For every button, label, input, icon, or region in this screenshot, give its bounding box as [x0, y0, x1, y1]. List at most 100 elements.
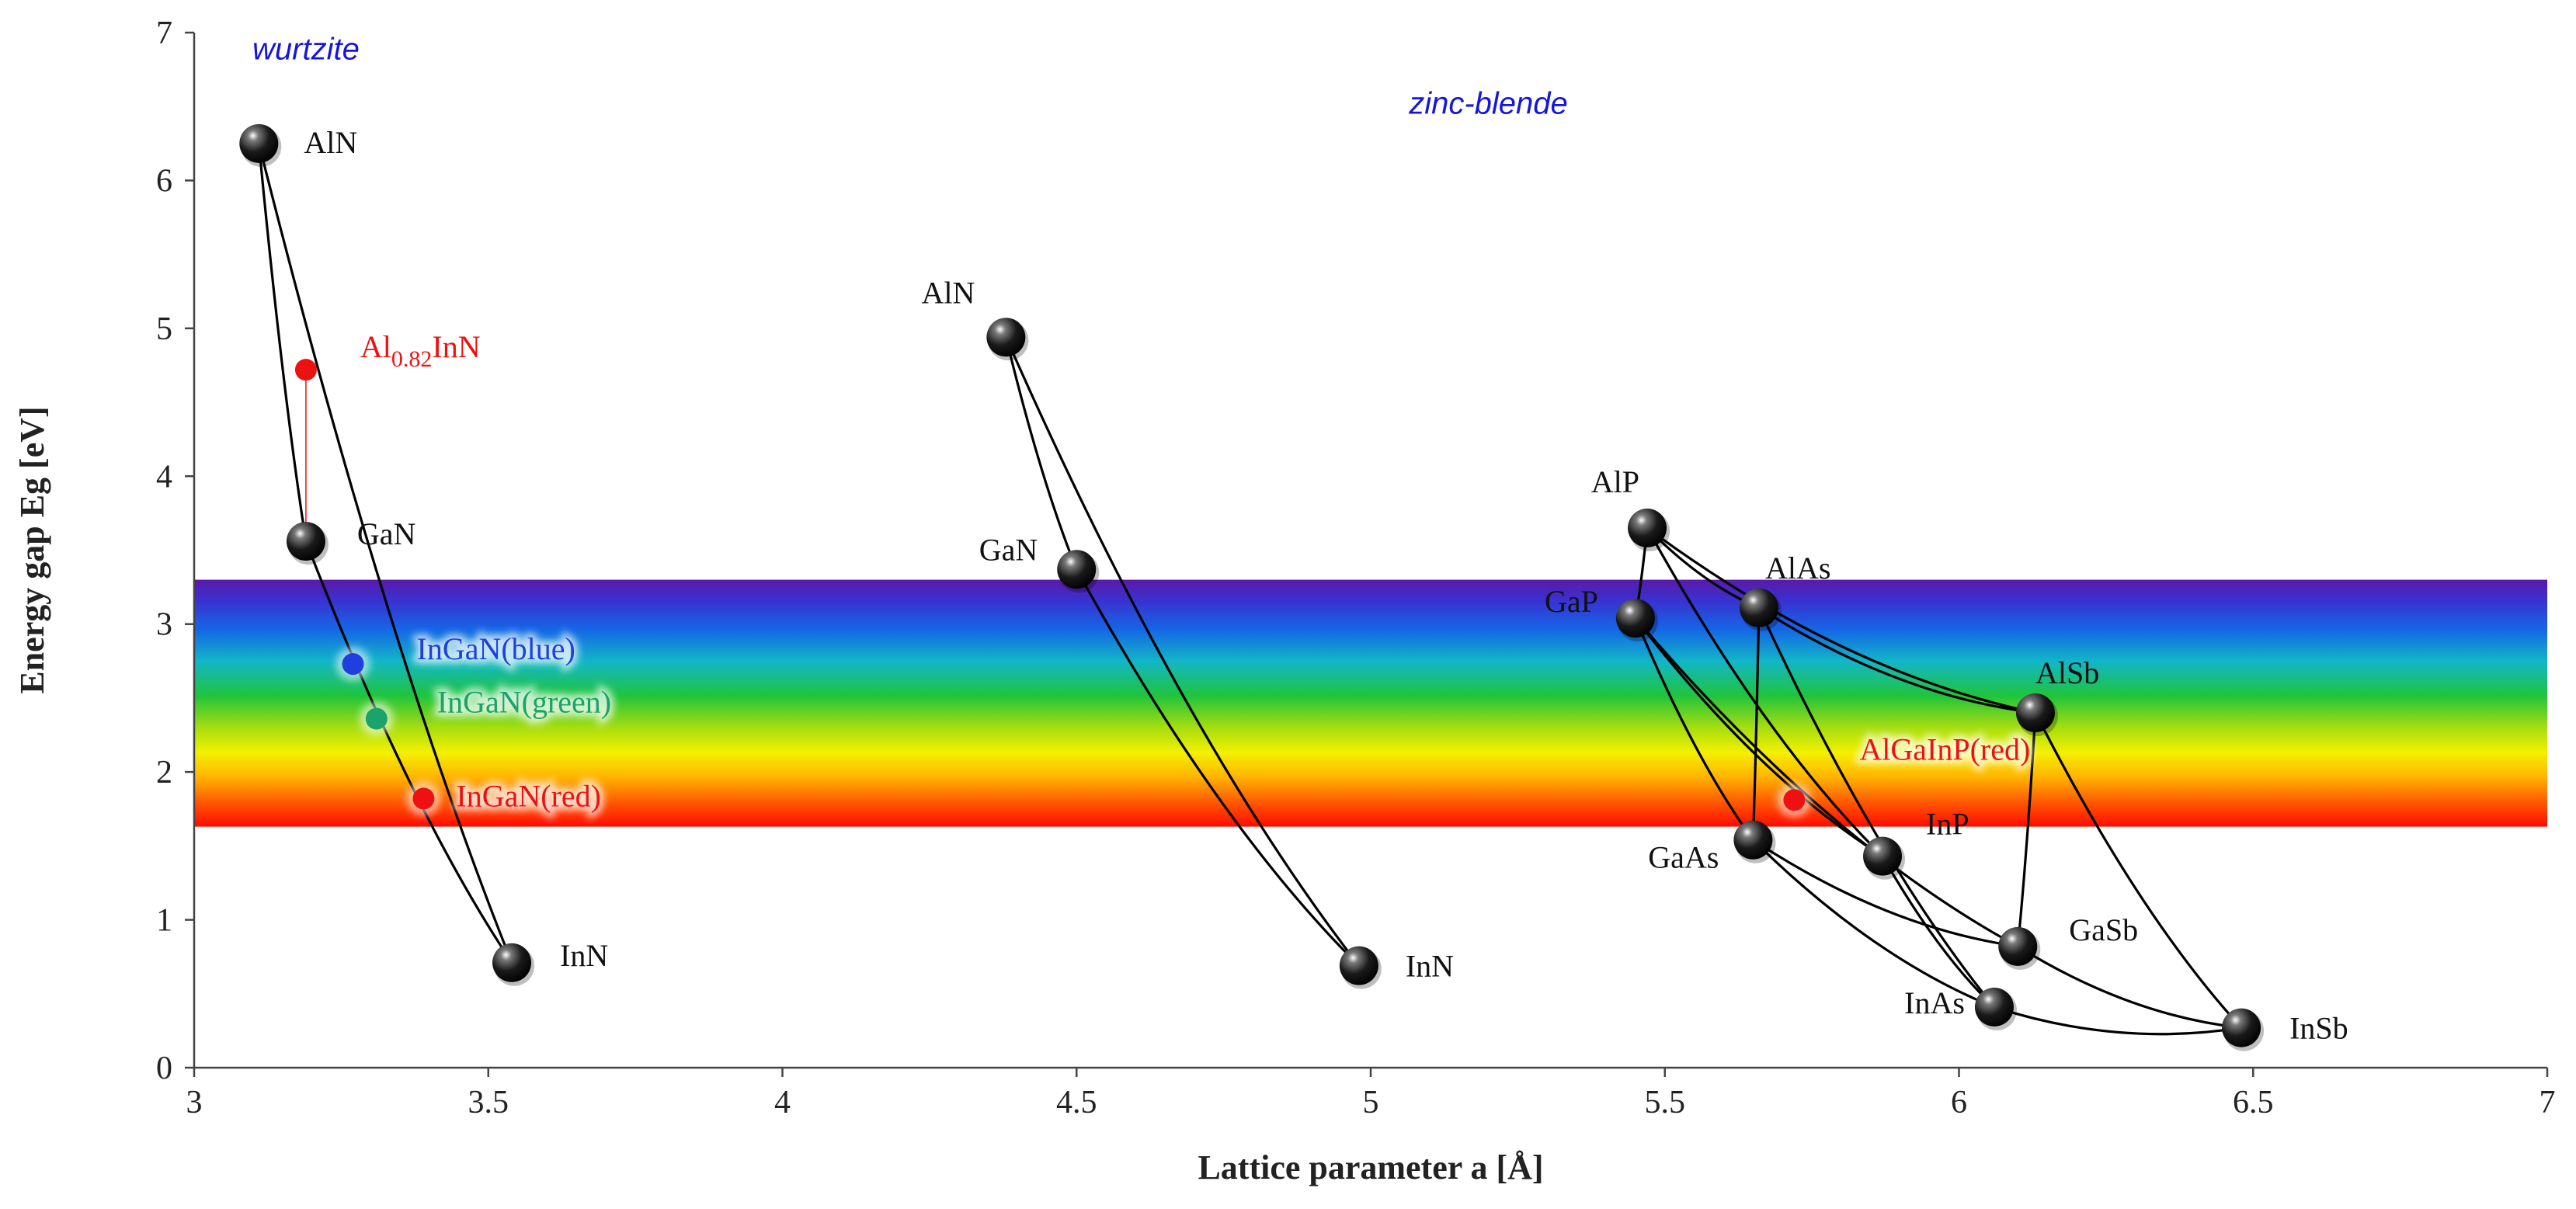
x-tick-label: 4 [774, 1085, 791, 1120]
x-tick-label: 6.5 [2233, 1085, 2274, 1120]
point-marker [1783, 789, 1806, 811]
compound-label: AlSb [2035, 655, 2099, 690]
point-marker [1733, 820, 1773, 860]
alloy-label-suffix: InN [432, 329, 480, 364]
point-marker [294, 359, 317, 381]
y-tick-label: 5 [156, 311, 172, 347]
point-marker [239, 123, 279, 163]
alloy-label-halo: AlGaInP(red) [1859, 731, 2030, 766]
visible-spectrum-band [194, 579, 2547, 827]
compound-label: GaSb [2069, 912, 2138, 947]
alloy-point: Al0.82InN [294, 329, 481, 381]
x-tick-label: 6 [1951, 1085, 1967, 1120]
y-tick-labels: 0 1 2 3 4 5 6 7 [156, 16, 172, 1086]
bowing-curve [1634, 617, 1754, 841]
compound-point: AlAs [1739, 551, 1830, 631]
bowing-curve [257, 143, 308, 542]
alloy-point: AlGaInP(red)AlGaInP(red) [1777, 728, 2034, 818]
alloy-label-subscript: 0.82 [391, 346, 433, 372]
alloy-label: InGaN(red) [456, 778, 601, 813]
alloy-label-halo: InGaN(green) [437, 685, 611, 720]
compound-point: InSb [2222, 1008, 2348, 1051]
compound-points: AlN GaN InN AlN GaN InN AlP GaP AlAs AlSb GaAs InP G… [239, 123, 2348, 1051]
bowing-curve [1751, 607, 1761, 840]
y-tick-label: 4 [156, 459, 172, 495]
point-marker [1739, 588, 1778, 627]
compound-point: InN [492, 938, 608, 986]
bowing-curve [1634, 617, 1883, 858]
structure-label: wurtzite [252, 32, 360, 66]
bowing-curve [1757, 607, 1996, 1008]
bowing-curve [1646, 527, 1884, 857]
compound-point: GaSb [1998, 912, 2138, 970]
x-tick-label: 3.5 [468, 1085, 509, 1120]
alloy-point: InGaN(blue)InGaN(blue) [335, 627, 579, 682]
compound-label: InAs [1904, 985, 1965, 1020]
y-tick-label: 0 [156, 1051, 172, 1086]
compound-label: AlN [304, 125, 357, 160]
point-marker [1057, 550, 1097, 589]
point-marker [1628, 508, 1667, 547]
point-marker [342, 653, 364, 676]
point-marker [2222, 1008, 2261, 1047]
compound-point: AlSb [2015, 655, 2099, 736]
y-tick-label: 6 [156, 163, 172, 199]
point-marker [1615, 599, 1655, 638]
compound-point: GaN [286, 516, 416, 565]
bowing-curve [1634, 617, 2019, 948]
x-tick-label: 5 [1363, 1085, 1379, 1120]
bowing-curve [2017, 945, 2242, 1030]
alloy-label: AlGaInP(red) [1859, 731, 2030, 766]
compound-label: InN [560, 938, 608, 973]
point-marker [286, 522, 325, 561]
bowing-curve [1646, 526, 2036, 714]
x-tick-label: 4.5 [1056, 1085, 1097, 1120]
point-marker [1339, 946, 1378, 985]
alloy-label-halo: InGaN(blue) [417, 631, 575, 666]
structure-labels: wurtzite zinc-blende [252, 32, 1568, 120]
axes [185, 31, 2549, 1077]
x-axis-title: Lattice parameter a [Å] [1198, 1148, 1543, 1186]
point-marker [986, 318, 1026, 357]
point-marker [1998, 926, 2038, 966]
x-tick-label: 3 [186, 1085, 203, 1120]
bowing-curve [1994, 1006, 2242, 1036]
y-tick-label: 1 [156, 903, 172, 939]
alloy-label: InGaN(blue) [417, 631, 575, 666]
y-axis-title: Energy gap Eg [eV] [13, 406, 51, 693]
bowing-curves [257, 143, 2243, 1036]
x-tick-labels: 3 3.5 4 4.5 5 5.5 6 6.5 7 [186, 1085, 2556, 1120]
bowing-curve [304, 540, 513, 964]
compound-label: InP [1926, 807, 1969, 842]
bowing-curve [257, 143, 513, 964]
point-marker [365, 707, 388, 730]
alloy-point: InGaN(red)InGaN(red) [406, 774, 605, 817]
point-marker [1863, 836, 1903, 876]
point-marker [1974, 987, 2014, 1027]
compound-point: InP [1863, 807, 1969, 880]
compound-point: GaAs [1648, 820, 1776, 875]
compound-label: GaN [357, 516, 416, 551]
compound-label: AlAs [1765, 551, 1830, 585]
alloy-point: InGaN(green)InGaN(green) [359, 681, 615, 736]
bowing-curve [1881, 855, 1996, 1009]
alloy-label: InGaN(green) [437, 685, 611, 720]
compound-label: AlN [921, 275, 975, 310]
alloy-label: Al0.82InN [360, 329, 481, 372]
x-tick-label: 7 [2539, 1085, 2556, 1120]
compound-point: GaP [1545, 584, 1658, 642]
x-tick-label: 5.5 [1645, 1085, 1686, 1120]
compound-label: GaN [979, 532, 1038, 567]
compound-label: InN [1406, 949, 1454, 984]
compound-point: GaN [979, 532, 1100, 593]
structure-label: zinc-blende [1408, 87, 1568, 121]
compound-point: AlN [239, 123, 357, 167]
y-tick-label: 3 [156, 607, 172, 643]
bowing-curve [2016, 712, 2037, 947]
bowing-curve [1004, 336, 1361, 967]
alloy-label-base: Al [360, 329, 391, 364]
point-marker [412, 787, 435, 810]
compound-label: AlP [1591, 464, 1639, 499]
compound-label: GaAs [1648, 840, 1719, 875]
